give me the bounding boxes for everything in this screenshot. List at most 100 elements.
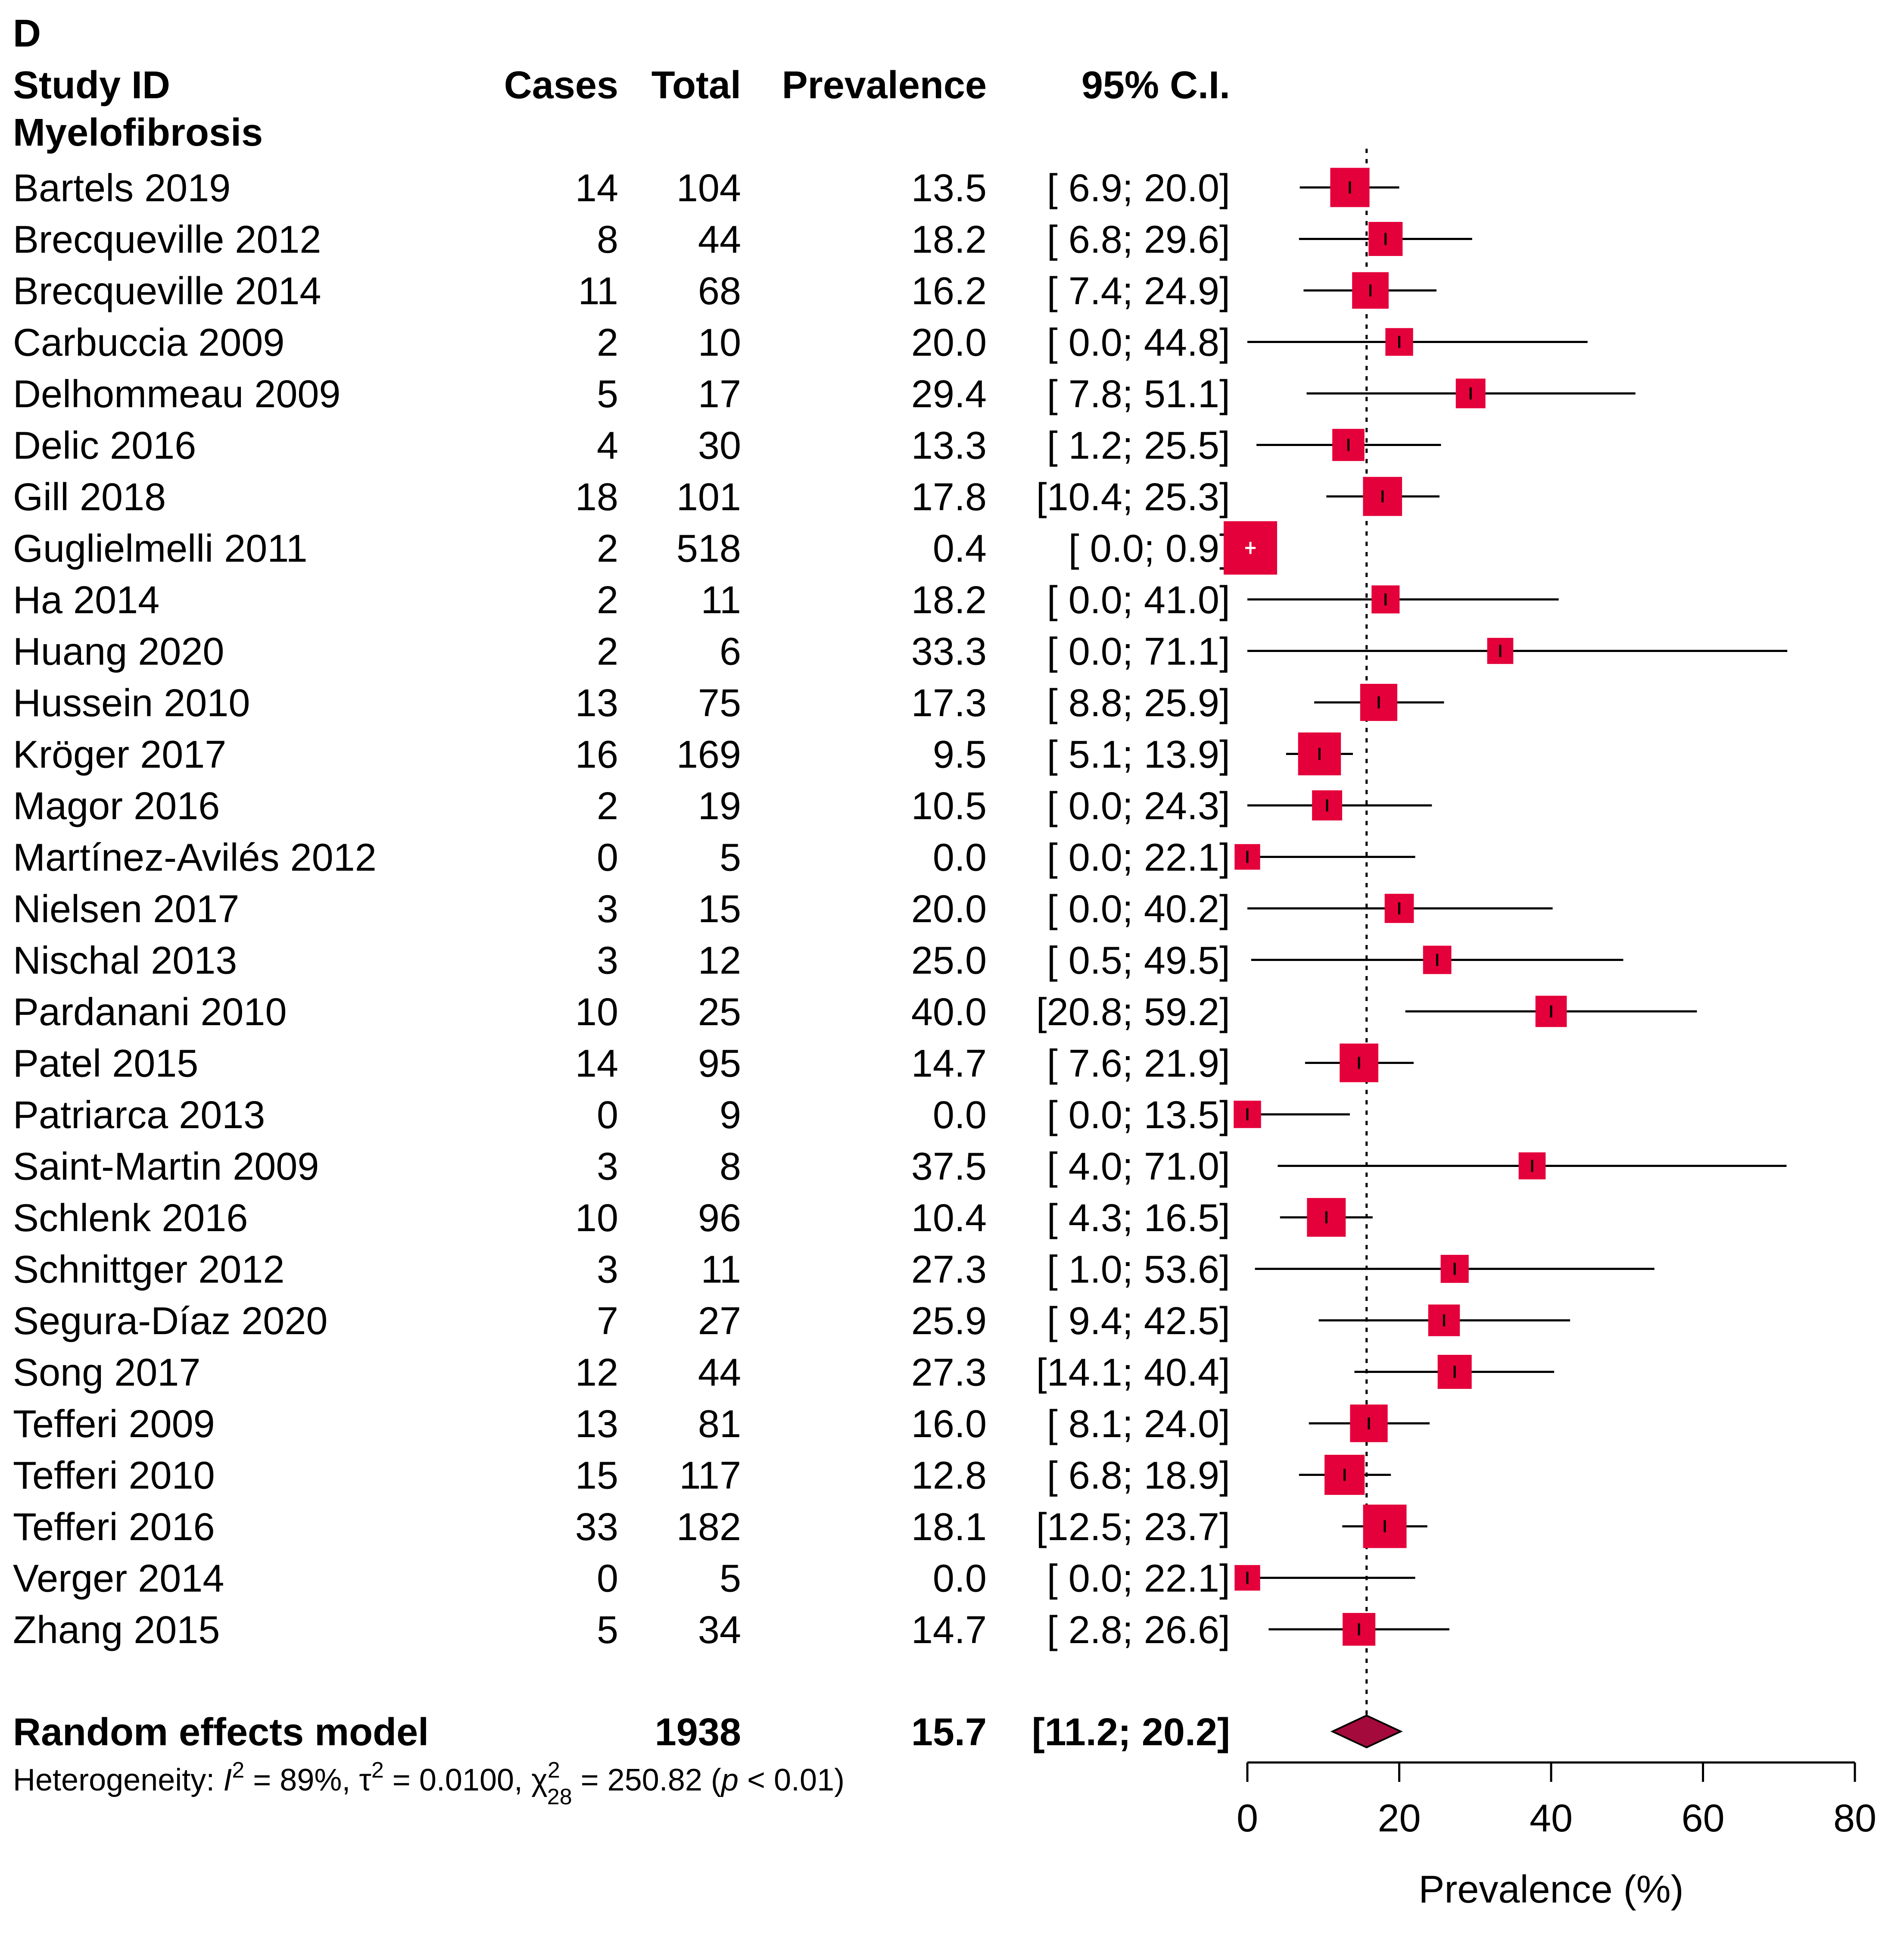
study-ci: [ 2.8; 26.6] [1047,1609,1230,1652]
study-name: Zhang 2015 [13,1609,220,1652]
study-ci: [ 0.0; 0.9] [1069,527,1230,571]
study-name: Guglielmelli 2011 [13,527,308,571]
study-ci: [ 6.8; 18.9] [1047,1454,1230,1497]
study-prevalence: 25.0 [911,939,987,983]
study-prevalence: 9.5 [933,733,987,777]
study-cases: 16 [575,733,618,777]
study-prevalence: 33.3 [911,630,987,674]
study-row: Song 2017 12 44 27.3 [14.1; 40.4] [13,1351,1230,1394]
study-row: Hussein 2010 13 75 17.3 [ 8.8; 25.9] [13,682,1230,725]
subgroup-label: Myelofibrosis [13,111,263,154]
study-total: 27 [698,1300,741,1343]
study-row: Nischal 2013 3 12 25.0 [ 0.5; 49.5] [13,939,1230,983]
study-total: 11 [701,579,741,622]
study-mark [1318,1304,1571,1336]
study-prevalence: 20.0 [911,888,987,931]
study-total: 10 [698,321,741,365]
study-cases: 12 [575,1351,618,1394]
study-total: 34 [698,1609,741,1652]
study-rows: Bartels 2019 14 104 13.5[ 6.9; 20.0] Brecque… [13,167,1230,1652]
study-prevalence: 16.0 [911,1403,987,1446]
study-prevalence: 18.1 [911,1506,987,1549]
study-cases: 13 [575,682,618,725]
study-name: Patel 2015 [13,1042,198,1085]
study-mark [1342,1504,1427,1548]
study-row: Delic 2016 4 30 13.3 [ 1.2; 25.5] [13,424,1230,468]
study-ci: [ 0.0; 40.2] [1047,888,1230,931]
study-prevalence: 17.8 [911,476,987,519]
study-row: Patel 2015 14 95 14.7 [ 7.6; 21.9] [13,1042,1230,1085]
study-name: Pardanani 2010 [13,991,287,1034]
study-prevalence: 0.0 [933,836,987,880]
study-prevalence: 18.2 [911,579,987,622]
study-prevalence: 0.4 [933,527,987,571]
heterogeneity-prefix: Heterogeneity: [13,1763,223,1797]
study-mark [1299,168,1399,207]
x-tick-label: 40 [1530,1797,1573,1840]
study-total: 182 [676,1506,741,1549]
study-mark [1280,1198,1373,1237]
study-cases: 2 [597,785,618,828]
summary-prevalence: 15.7 [911,1711,987,1754]
study-ci: [ 0.0; 44.8] [1047,321,1230,365]
study-name: Brecqueville 2014 [13,270,321,313]
study-cases: 0 [597,1094,618,1137]
study-ci: [10.4; 25.3] [1036,476,1230,519]
study-prevalence: 0.0 [933,1557,987,1600]
study-ci: [ 0.0; 22.1] [1047,1557,1230,1600]
x-tick-label: 0 [1237,1797,1258,1840]
x-axis-label: Prevalence (%) [1418,1868,1683,1911]
study-cases: 14 [575,1042,618,1085]
study-name: Song 2017 [13,1351,200,1394]
study-prevalence: 17.3 [911,682,987,725]
study-cases: 14 [575,167,618,210]
study-total: 15 [698,888,741,931]
study-total: 44 [698,1351,741,1394]
study-cases: 3 [597,1145,618,1188]
study-name: Ha 2014 [13,579,159,622]
i2-value: = 89%, [244,1763,359,1797]
chi-value: = 250.82 ( [572,1763,721,1797]
study-total: 8 [720,1145,741,1188]
study-cases: 2 [597,321,618,365]
x-tick-label: 60 [1681,1797,1724,1840]
study-ci: [ 5.1; 13.9] [1047,733,1230,777]
study-name: Carbuccia 2009 [13,321,284,365]
study-name: Patriarca 2013 [13,1094,265,1137]
study-marks [1224,168,1788,1646]
study-prevalence: 13.5 [911,167,987,210]
study-mark [1247,894,1553,923]
study-prevalence: 20.0 [911,321,987,365]
study-ci: [ 0.0; 13.5] [1047,1094,1230,1137]
study-ci: [ 0.0; 24.3] [1047,785,1230,828]
study-name: Delhommeau 2009 [13,373,340,416]
study-name: Hussein 2010 [13,682,250,725]
study-name: Segura-Díaz 2020 [13,1300,327,1343]
study-cases: 5 [597,373,618,416]
x-axis: 0 20 40 60 80 [1237,1761,1876,1840]
study-cases: 3 [597,1248,618,1291]
study-name: Nischal 2013 [13,939,237,983]
study-total: 95 [698,1042,741,1085]
study-prevalence: 0.0 [933,1094,987,1137]
study-cases: 10 [575,991,618,1034]
study-cases: 18 [575,476,618,519]
study-name: Verger 2014 [13,1557,224,1600]
study-row: Gill 2018 18 101 17.8 [10.4; 25.3] [13,476,1230,519]
study-row: Zhang 2015 5 34 14.7 [ 2.8; 26.6] [13,1609,1230,1652]
study-ci: [12.5; 23.7] [1036,1506,1230,1549]
study-row: Magor 2016 2 19 10.5 [ 0.0; 24.3] [13,785,1230,828]
study-row: Brecqueville 2014 11 68 16.2 [ 7.4; 24.9] [13,270,1230,313]
tau-superscript: 2 [371,1758,384,1783]
study-prevalence: 12.8 [911,1454,987,1497]
study-mark [1247,585,1559,614]
study-total: 6 [720,630,741,674]
study-ci: [ 9.4; 42.5] [1047,1300,1230,1343]
study-ci: [ 4.3; 16.5] [1047,1197,1230,1240]
study-cases: 3 [597,939,618,983]
chi-df: 28 [547,1784,572,1809]
study-cases: 13 [575,1403,618,1446]
study-row: Bartels 2019 14 104 13.5 [ 6.9; 20.0] [13,167,1230,210]
study-name: Schnittger 2012 [13,1248,284,1291]
